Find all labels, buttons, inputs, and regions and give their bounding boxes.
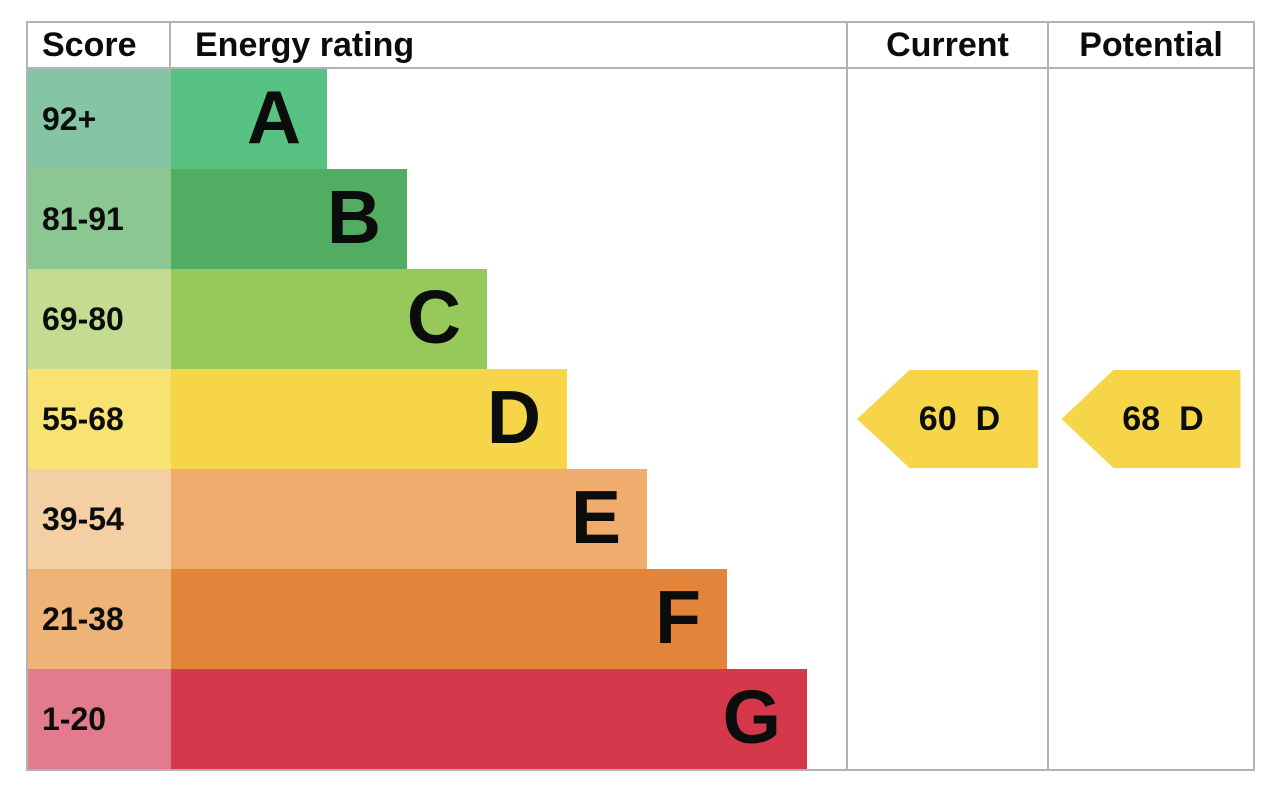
band-g-letter: G (722, 674, 781, 759)
band-f-current-cell (846, 569, 1047, 669)
band-b-potential-cell (1047, 169, 1253, 269)
band-a-potential-cell (1047, 69, 1253, 169)
band-b-bar: B (171, 169, 407, 269)
band-a-bar: A (171, 69, 327, 169)
band-d-letter: D (486, 374, 541, 459)
band-e-bar: E (171, 469, 647, 569)
band-e-potential-cell (1047, 469, 1253, 569)
band-g-bar-cell: G (171, 669, 846, 769)
band-c-bar: C (171, 269, 487, 369)
band-c-potential-cell (1047, 269, 1253, 369)
band-g-potential-cell (1047, 669, 1253, 769)
band-c-letter: C (406, 274, 461, 359)
band-c-bar-cell: C (171, 269, 846, 369)
current-rating-letter: D (975, 399, 1001, 438)
band-g-current-cell (846, 669, 1047, 769)
band-d-score: 55-68 (28, 369, 171, 469)
band-f-bar: F (171, 569, 727, 669)
band-d-potential-cell: 68 D (1047, 369, 1253, 469)
band-a-bar-cell: A (171, 69, 846, 169)
band-a-letter: A (246, 74, 301, 159)
epc-table: Score Energy rating Current Potential 92… (26, 21, 1255, 771)
current-score-value: 60 (918, 399, 957, 438)
header-potential: Potential (1047, 23, 1253, 69)
header-energy-rating: Energy rating (171, 23, 846, 69)
band-c-score: 69-80 (28, 269, 171, 369)
band-b-bar-cell: B (171, 169, 846, 269)
band-g-score: 1-20 (28, 669, 171, 769)
band-e-letter: E (570, 474, 621, 559)
band-d-bar-cell: D (171, 369, 846, 469)
band-g-bar: G (171, 669, 807, 769)
band-b-letter: B (326, 174, 381, 259)
band-b-current-cell (846, 169, 1047, 269)
band-d-current-cell: 60 D (846, 369, 1047, 469)
band-f-potential-cell (1047, 569, 1253, 669)
band-b-score: 81-91 (28, 169, 171, 269)
band-f-bar-cell: F (171, 569, 846, 669)
band-f-letter: F (655, 574, 701, 659)
header-score: Score (28, 23, 171, 69)
header-current: Current (846, 23, 1047, 69)
band-f-score: 21-38 (28, 569, 171, 669)
band-c-current-cell (846, 269, 1047, 369)
current-rating-arrow: 60 D (857, 370, 1038, 468)
band-a-score: 92+ (28, 69, 171, 169)
band-a-current-cell (846, 69, 1047, 169)
potential-score-value: 68 (1122, 399, 1161, 438)
band-e-current-cell (846, 469, 1047, 569)
band-e-score: 39-54 (28, 469, 171, 569)
band-e-bar-cell: E (171, 469, 846, 569)
potential-rating-letter: D (1179, 399, 1204, 438)
band-d-bar: D (171, 369, 567, 469)
potential-rating-arrow: 68 D (1061, 370, 1241, 468)
